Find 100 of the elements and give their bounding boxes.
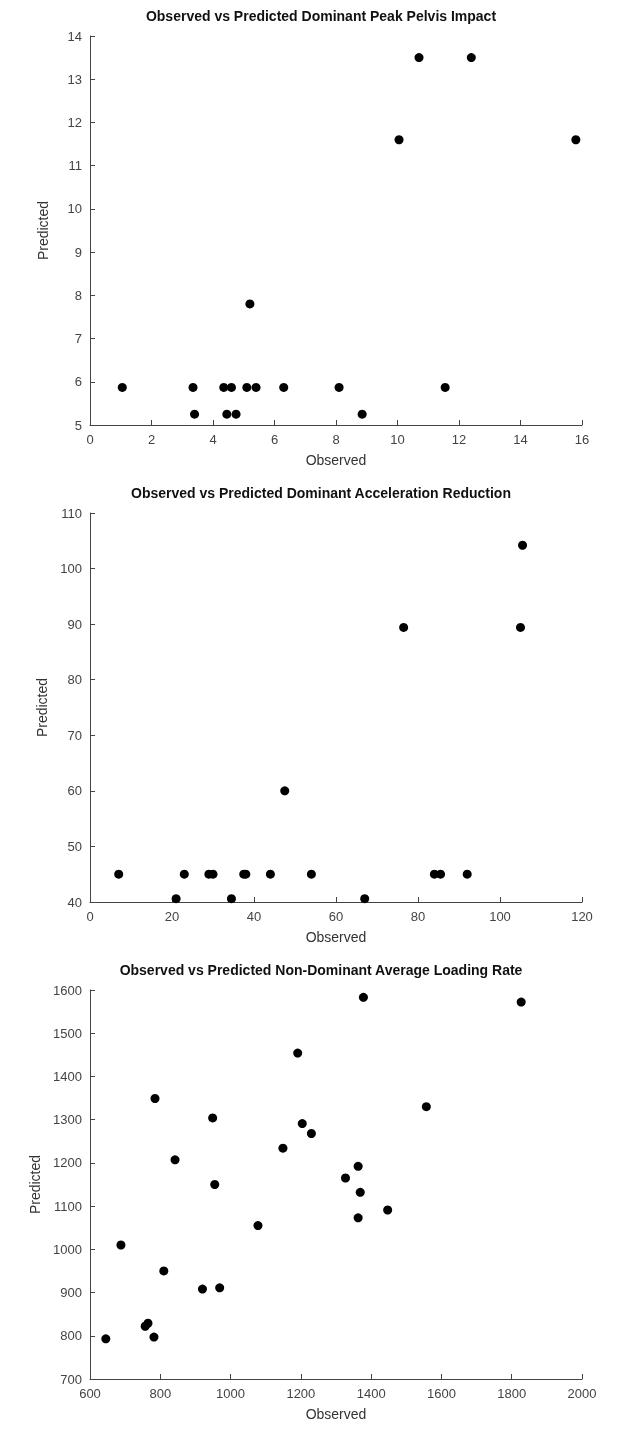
y-tick-label: 7 [74, 331, 82, 347]
point [516, 622, 525, 632]
y-axis-title: Predicted [27, 1154, 44, 1215]
y-tick-label: 11 [68, 158, 82, 174]
point [149, 1332, 159, 1342]
y-tick-label: 110 [61, 505, 82, 521]
point [215, 1283, 225, 1293]
y-tick-label: 9 [74, 244, 82, 260]
point [242, 382, 252, 392]
y-tick-label: 800 [60, 1328, 82, 1344]
x-tick-label: 100 [489, 909, 511, 924]
point [197, 1284, 207, 1294]
point [116, 1240, 126, 1250]
x-tick-label: 4 [209, 432, 217, 447]
point [293, 1048, 303, 1058]
point [279, 382, 289, 392]
x-tick-label: 12 [451, 432, 467, 447]
point [516, 997, 526, 1007]
point [466, 53, 476, 63]
y-tick-label: 1600 [53, 982, 82, 998]
y-tick-label: 100 [60, 561, 82, 577]
y-tick-label: 70 [67, 727, 82, 743]
point [188, 382, 198, 392]
x-tick-label: 0 [86, 909, 94, 924]
point [394, 135, 404, 145]
x-tick-label: 60 [328, 909, 344, 924]
point [101, 1334, 111, 1344]
x-tick-label: 1400 [356, 1386, 386, 1401]
x-tick-label: 1200 [286, 1386, 316, 1401]
x-axis-title: Observed [305, 452, 367, 468]
y-tick-label: 700 [60, 1371, 82, 1387]
point [150, 1093, 160, 1103]
x-tick-label: 1800 [497, 1386, 527, 1401]
point [399, 622, 409, 632]
point [436, 869, 446, 879]
point [231, 409, 241, 419]
point [117, 382, 127, 392]
point [353, 1161, 363, 1171]
y-tick-label: 1500 [53, 1025, 82, 1041]
y-tick-label: 1000 [53, 1241, 82, 1257]
point [226, 894, 236, 904]
point [114, 869, 124, 879]
point [280, 786, 290, 796]
chart-title: Observed vs Predicted Non-Dominant Average Loading Rate [119, 962, 523, 978]
y-axis-title: Predicted [35, 200, 51, 261]
point [190, 409, 200, 419]
point [357, 409, 367, 419]
x-tick-label: 800 [149, 1386, 172, 1401]
y-tick-label: 50 [67, 838, 82, 854]
point [414, 53, 424, 63]
point [360, 894, 370, 904]
point [306, 1129, 316, 1138]
y-axis-title: Predicted [34, 677, 51, 738]
y-tick-label: 1200 [53, 1155, 82, 1171]
point [210, 1180, 220, 1189]
y-tick-label: 6 [74, 374, 82, 390]
point [341, 1173, 350, 1183]
x-tick-label: 120 [571, 909, 593, 924]
point [251, 382, 261, 392]
y-tick-label: 1300 [53, 1112, 82, 1128]
y-tick-label: 60 [67, 783, 82, 799]
y-tick-label: 40 [67, 894, 82, 910]
y-tick-label: 8 [74, 287, 82, 303]
point [179, 869, 189, 879]
point [383, 1205, 393, 1215]
y-tick-label: 90 [67, 616, 82, 632]
point [265, 869, 275, 879]
point [278, 1143, 288, 1153]
chart-title: Observed vs Predicted Dominant Acceleration Reduction [131, 485, 511, 501]
point [159, 1266, 169, 1276]
point [353, 1213, 363, 1223]
point [222, 409, 232, 419]
y-tick-label: 13 [67, 71, 82, 87]
point [355, 1187, 365, 1197]
point [171, 894, 181, 904]
point [440, 382, 450, 392]
point [306, 869, 316, 879]
x-tick-label: 20 [164, 909, 180, 924]
x-tick-label: 1600 [426, 1386, 456, 1401]
y-tick-label: 12 [67, 114, 82, 130]
x-tick-label: 2 [147, 432, 156, 447]
x-axis-title: Observed [305, 1406, 367, 1422]
y-tick-label: 900 [60, 1285, 82, 1301]
x-tick-label: 8 [332, 432, 340, 447]
y-tick-label: 80 [67, 672, 82, 688]
x-tick-label: 80 [410, 909, 426, 924]
y-tick-label: 5 [74, 417, 82, 433]
point [297, 1119, 307, 1129]
x-tick-label: 6 [270, 432, 279, 447]
x-tick-label: 600 [79, 1386, 101, 1401]
x-tick-label: 2000 [567, 1386, 597, 1401]
point [208, 1113, 218, 1123]
x-tick-label: 40 [246, 909, 262, 924]
x-tick-label: 14 [513, 432, 528, 447]
point [571, 135, 581, 145]
point [226, 382, 236, 392]
point [170, 1155, 180, 1165]
point [358, 992, 368, 1002]
point [245, 299, 255, 309]
x-axis-title: Observed [305, 929, 367, 945]
